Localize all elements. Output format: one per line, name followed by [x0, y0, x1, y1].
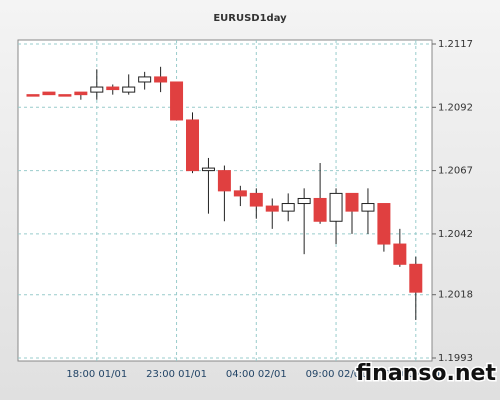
candle-body	[170, 81, 184, 121]
candle-body	[297, 197, 311, 205]
candle-body	[217, 170, 231, 192]
y-tick-label: 1.2067	[438, 166, 473, 177]
candle-body	[201, 167, 215, 172]
x-tick-label: 14:00 02/01	[385, 369, 446, 380]
x-tick-label: 23:00 01/01	[146, 369, 207, 380]
candle-body	[90, 86, 104, 93]
candle-body	[361, 203, 375, 212]
candle-body	[281, 203, 295, 212]
watermark: finanso.net	[356, 361, 497, 386]
candle-body	[249, 192, 263, 207]
candle-body	[345, 192, 359, 212]
candle-body	[26, 94, 40, 97]
candle-body	[409, 263, 423, 293]
candle-body	[138, 76, 152, 83]
candle-body	[42, 91, 56, 96]
candle-body	[122, 86, 136, 93]
x-tick-label: 18:00 01/01	[66, 369, 127, 380]
x-tick-label: 09:00 02/01	[306, 369, 367, 380]
y-tick-label: 1.2117	[438, 39, 473, 50]
candle-body	[186, 119, 199, 172]
candle-body	[106, 86, 120, 91]
candle-body	[58, 94, 72, 97]
chart-title: EURUSD1day	[213, 13, 287, 24]
x-tick-label: 04:00 02/01	[226, 369, 287, 380]
y-tick-label: 1.2018	[438, 290, 473, 301]
y-tick-label: 1.2092	[438, 102, 473, 113]
plot-area	[17, 39, 433, 362]
candle-body	[329, 192, 343, 222]
candle-body	[154, 76, 168, 83]
candle-body	[233, 190, 247, 197]
candle-body	[265, 205, 279, 212]
candle-body	[74, 91, 88, 96]
y-tick-label: 1.1993	[438, 353, 473, 364]
y-tick-label: 1.2042	[438, 229, 473, 240]
candle-body	[313, 197, 327, 222]
candle-body	[377, 203, 391, 245]
candle-body	[393, 243, 407, 265]
